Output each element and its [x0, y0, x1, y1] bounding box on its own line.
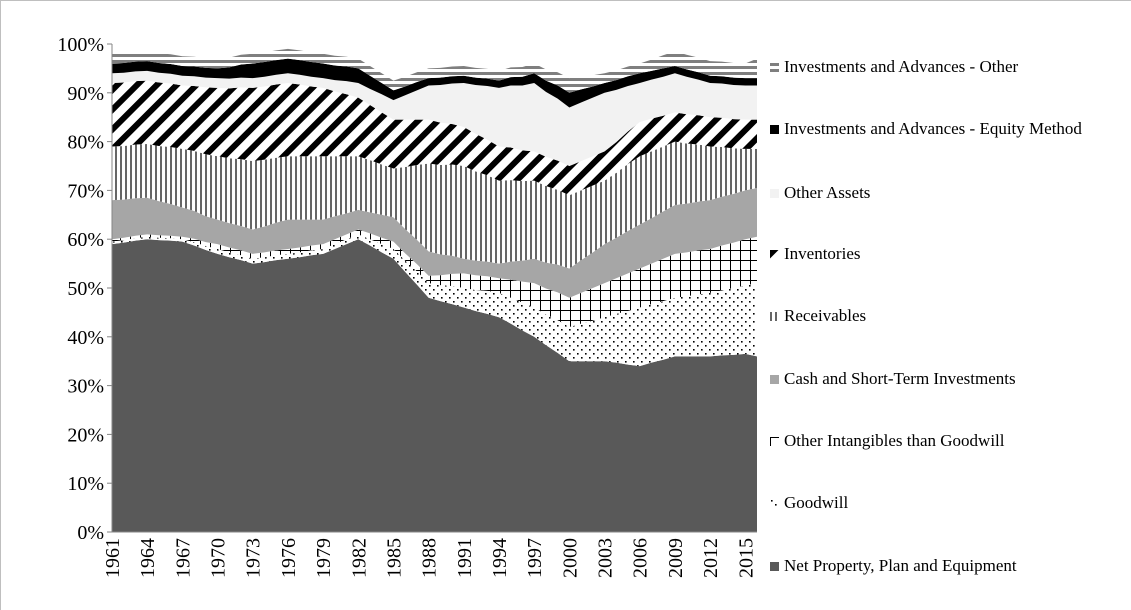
legend-swatch-fill	[770, 312, 779, 321]
y-tick-label: 30%	[67, 376, 104, 398]
legend-entry: Investments and Advances - Equity Method	[770, 118, 1120, 140]
legend-entry: Other Intangibles than Goodwill	[770, 430, 1120, 452]
legend-swatch-pattern	[770, 437, 779, 446]
legend-swatch	[770, 375, 779, 384]
legend-entry: Goodwill	[770, 492, 1120, 514]
x-tick-label: 1985	[383, 538, 405, 578]
legend-swatch	[770, 63, 779, 72]
area	[112, 229, 757, 328]
y-tick-label: 20%	[67, 424, 104, 446]
x-tick-label: 2009	[665, 538, 687, 578]
legend-swatch	[770, 125, 779, 134]
area	[112, 239, 757, 532]
y-tick-label: 70%	[67, 180, 104, 202]
legend-swatch-fill	[770, 63, 779, 72]
legend-swatch	[770, 312, 779, 321]
area	[112, 70, 757, 166]
legend-entry: Investments and Advances - Other	[770, 56, 1120, 78]
legend-label: Goodwill	[784, 493, 849, 512]
legend-swatch	[770, 437, 779, 446]
area	[112, 187, 757, 298]
y-tick-label: 60%	[67, 229, 104, 251]
legend-entry: Other Assets	[770, 182, 1120, 204]
y-tick-label: 40%	[67, 327, 104, 349]
x-tick-label: 2003	[595, 538, 617, 578]
x-tick-label: 2006	[630, 538, 652, 578]
legend-label: Other Intangibles than Goodwill	[784, 431, 1005, 450]
legend-swatch	[770, 189, 779, 198]
x-tick-label: 2012	[700, 538, 722, 578]
legend-label: Investments and Advances - Equity Method	[784, 119, 1082, 138]
legend-entry: Receivables	[770, 305, 1120, 327]
legend-swatch-fill	[770, 499, 779, 508]
x-tick-label: 2000	[559, 538, 581, 578]
legend-swatch-pattern	[770, 499, 779, 508]
legend-entry: Net Property, Plan and Equipment	[770, 555, 1120, 577]
legend-swatch	[770, 250, 779, 259]
x-tick-label: 1964	[137, 538, 159, 578]
y-tick-label: 50%	[67, 278, 104, 300]
x-tick-label: 1970	[208, 538, 230, 578]
legend-swatch	[770, 499, 779, 508]
legend-label: Receivables	[784, 306, 867, 325]
y-tick-label: 80%	[67, 132, 104, 154]
area	[112, 234, 757, 367]
legend-entry: Cash and Short-Term Investments	[770, 368, 1120, 390]
x-tick-label: 1994	[489, 538, 511, 578]
legend-label: Cash and Short-Term Investments	[784, 369, 1016, 388]
x-tick-label: 1976	[278, 538, 300, 578]
x-tick-label: 1961	[102, 538, 124, 578]
legend-label: Net Property, Plan and Equipment	[784, 556, 1017, 575]
y-tick-label: 100%	[57, 34, 104, 56]
legend-swatch	[770, 562, 779, 571]
y-tick-label: 90%	[67, 83, 104, 105]
x-tick-label: 1967	[172, 538, 194, 578]
area	[112, 58, 757, 108]
legend-swatch-pattern	[770, 63, 779, 72]
x-tick-label: 1973	[243, 538, 265, 578]
area	[112, 80, 757, 196]
legend-swatch-pattern	[770, 312, 779, 321]
legend-label: Inventories	[784, 244, 861, 263]
y-tick-label: 10%	[67, 473, 104, 495]
area	[112, 48, 757, 93]
y-tick-label: 0%	[77, 522, 104, 544]
x-tick-label: 1997	[524, 538, 546, 578]
legend-swatch-pattern	[770, 250, 779, 259]
area	[112, 141, 757, 269]
legend-swatch-fill	[770, 437, 779, 446]
x-tick-label: 1979	[313, 538, 335, 578]
legend-label: Investments and Advances - Other	[784, 57, 1019, 76]
legend-label: Other Assets	[784, 183, 871, 202]
x-tick-label: 1988	[419, 538, 441, 578]
x-tick-label: 1991	[454, 538, 476, 578]
legend-entry: Inventories	[770, 243, 1120, 265]
legend-swatch-fill	[770, 250, 779, 259]
x-tick-label: 2015	[735, 538, 757, 578]
x-tick-label: 1982	[348, 538, 370, 578]
